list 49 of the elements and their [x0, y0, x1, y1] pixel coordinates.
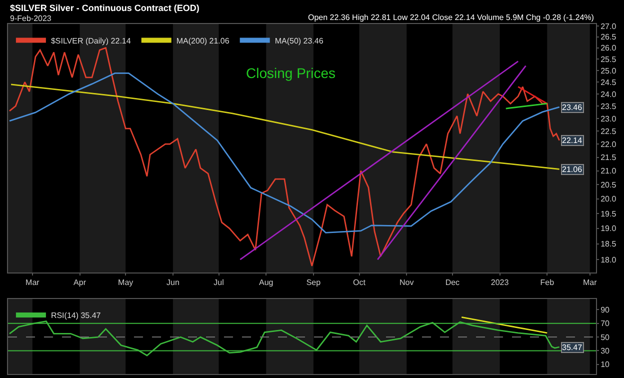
x-tick-label: Aug — [258, 278, 274, 288]
x-tick-label: Apr — [74, 278, 86, 288]
x-tick-label: Mar — [583, 278, 598, 288]
y-tick-label: 22.0 — [600, 140, 617, 149]
y-tick-label: 30 — [600, 346, 610, 356]
y-tick-label: 19.5 — [600, 209, 617, 218]
annotation: 21.06 — [562, 165, 583, 174]
y-tick-label: 24.0 — [600, 90, 617, 99]
y-tick-label: 25.0 — [600, 66, 617, 76]
y-tick-label: 23.0 — [600, 114, 617, 124]
x-tick-label: Sep — [306, 278, 322, 288]
legend-label: MA(50) 23.46 — [274, 36, 324, 46]
y-tick-label: 21.0 — [600, 166, 617, 176]
y-tick-label: 23.5 — [600, 102, 617, 111]
y-tick-label: 25.5 — [600, 54, 617, 64]
y-tick-label: 10 — [600, 360, 610, 370]
y-tick-label: 50 — [600, 332, 610, 342]
x-tick-label: Oct — [353, 278, 366, 288]
x-tick-label: Feb — [540, 278, 555, 288]
chart-title: $SILVER Silver - Continuous Contract (EOD) — [10, 3, 200, 13]
y-tick-label: 20.0 — [600, 194, 617, 204]
x-tick-label: Nov — [400, 278, 414, 288]
annotation: 23.46 — [562, 103, 583, 112]
y-tick-label: 24.5 — [600, 78, 617, 87]
x-tick-label: 2023 — [490, 278, 510, 288]
x-tick-label: May — [118, 278, 134, 288]
y-tick-label: 70 — [600, 319, 610, 328]
x-tick-label: Dec — [445, 278, 460, 288]
y-tick-label: 22.5 — [600, 126, 617, 136]
y-tick-label: 20.5 — [600, 180, 617, 190]
y-tick-label: 26.0 — [600, 44, 617, 53]
y-tick-label: 21.5 — [600, 153, 617, 162]
y-tick-label: 90 — [600, 306, 610, 314]
x-tick-label: Jul — [214, 278, 224, 288]
annotation: 35.47 — [562, 343, 583, 352]
text: Open 22.36 High 22.81 Low 22.04 Close 22.14 Volume 5.9M Chg -0.28 (-1.24%) — [308, 13, 594, 22]
y-tick-label: 18.5 — [600, 240, 617, 249]
annotation: Closing Prices — [246, 65, 336, 81]
y-tick-label: 27.0 — [600, 22, 617, 31]
annotation: 22.14 — [562, 136, 583, 145]
y-tick-label: 18.0 — [600, 255, 617, 264]
chart-subtitle: 9-Feb-2023 — [10, 14, 52, 23]
legend-label: $SILVER (Daily) 22.14 — [50, 36, 132, 46]
legend-label: RSI(14) 35.47 — [50, 311, 102, 320]
legend-label: MA(200) 21.06 — [176, 36, 230, 46]
x-tick-label: Jun — [166, 278, 180, 288]
y-tick-label: 26.5 — [600, 32, 617, 42]
x-tick-label: Mar — [26, 278, 40, 288]
y-tick-label: 19.0 — [600, 224, 617, 234]
